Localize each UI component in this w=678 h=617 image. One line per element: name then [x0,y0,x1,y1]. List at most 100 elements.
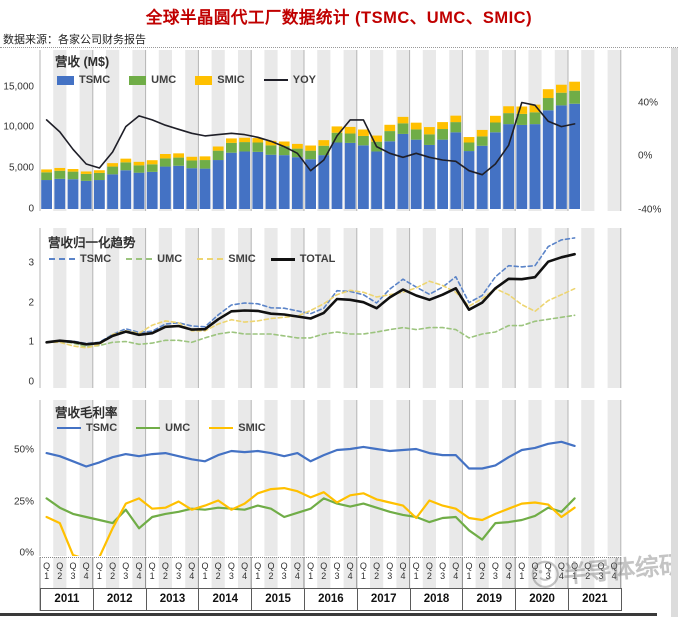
year-label: 2012 [92,588,147,611]
legend-item-smic: SMIC [209,422,266,434]
smic-dashed-swatch [197,258,224,260]
bottom-border [0,613,657,616]
legend-item-tsmc: TSMC [57,74,110,86]
x-axis-top-rule [40,557,621,558]
page-title: 全球半晶圆代工厂数据统计 (TSMC、UMC、SMIC) [145,9,533,27]
revenue-legend: TSMC UMC SMIC YOY [57,74,316,86]
legend-label: TSMC [79,74,111,86]
axis-tick-label: 1 [28,336,34,348]
axis-tick-label: 5,000 [8,162,34,174]
legend-item-total: TOTAL [270,253,336,265]
axis-tick-label: 40% [638,97,659,108]
axis-tick-label: 0 [28,376,34,388]
legend-label: UMC [151,74,177,86]
year-label: 2017 [356,588,411,611]
legend-item-tsmc: TSMC [57,422,117,434]
axis-tick-label: 3 [28,257,34,269]
umc-swatch [129,75,147,85]
legend-item-umc: UMC [136,422,190,434]
year-label: 2016 [304,588,358,611]
legend-label: TSMC [80,253,112,265]
smic-line-swatch [209,427,234,429]
year-label: 2015 [251,588,305,611]
legend-item-smic: SMIC [195,74,245,86]
legend-label: SMIC [228,253,256,265]
total-line-swatch [270,257,295,261]
legend-label: TSMC [86,422,118,434]
scrollbar-track [671,48,678,617]
legend-item-umc: UMC [126,253,182,265]
legend-item-umc: UMC [129,74,176,86]
axis-tick-label: 0% [19,547,34,559]
year-label: 2014 [198,588,253,611]
year-label: 2013 [145,588,200,611]
normalized-legend: TSMC UMC SMIC TOTAL [49,253,335,265]
legend-label: SMIC [238,422,266,434]
legend-label: SMIC [217,74,245,86]
legend-item-smic: SMIC [197,253,256,265]
year-label: 2018 [409,588,464,611]
axis-tick-label: 2 [28,297,34,309]
legend-label: TOTAL [299,253,336,265]
tsmc-dashed-swatch [49,258,75,260]
year-label: 2021 [568,588,622,611]
margin-chart-title: 营收毛利率 [55,406,118,420]
legend-item-yoy: YOY [263,74,316,86]
axis-tick-label: 0% [638,150,653,162]
tsmc-swatch [57,75,74,85]
axis-tick-label: 0 [28,203,34,215]
revenue-chart-title: 营收 (M$) [55,55,110,69]
legend-label: UMC [165,422,191,434]
tsmc-line-swatch [57,427,81,429]
axis-tick-label: 25% [13,496,34,507]
axis-tick-label: 10,000 [3,121,34,133]
year-label: 2019 [462,588,517,611]
legend-label: YOY [292,74,316,86]
normalized-chart-title: 营收归一化趋势 [48,236,136,250]
umc-dashed-swatch [126,258,153,260]
axis-tick-label: 15,000 [3,81,34,93]
yoy-line-swatch [263,79,288,81]
umc-line-swatch [136,427,161,429]
header-divider [0,47,678,48]
smic-swatch [195,75,213,85]
